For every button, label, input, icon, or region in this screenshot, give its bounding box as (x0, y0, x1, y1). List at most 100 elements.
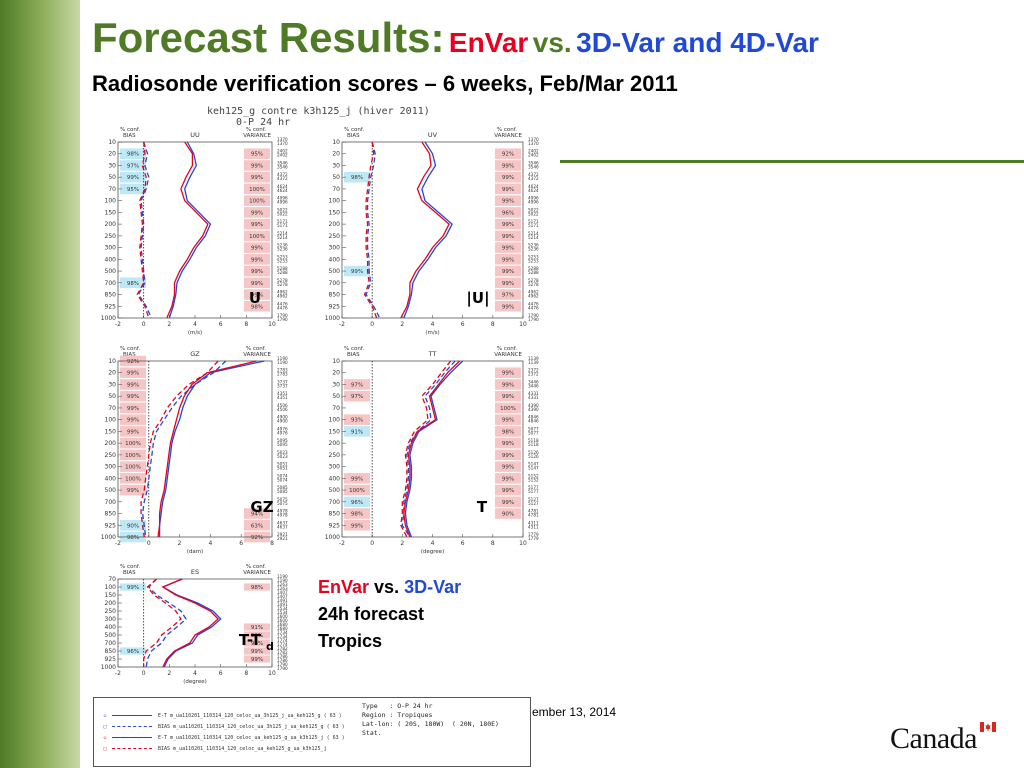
x-tick-label: -2 (339, 540, 345, 547)
obs-count: 3737 (277, 383, 288, 388)
variance-conf-box (244, 183, 270, 195)
y-tick-label: 300 (329, 464, 341, 471)
bias-conf-label: 99% (351, 269, 363, 275)
obs-count: 1491 (277, 602, 288, 607)
bias-conf-box (120, 449, 146, 461)
bias-conf-label: 100% (125, 441, 141, 447)
x-axis-label: (m/s) (425, 330, 439, 336)
series-line (363, 141, 378, 319)
variance-column-subheader: VARIANCE (243, 570, 271, 576)
y-tick-label: 100 (105, 584, 117, 591)
variance-conf-box (244, 639, 270, 647)
obs-count: 3446 (528, 383, 539, 388)
bias-conf-label: 99% (127, 394, 139, 400)
y-tick-label: 30 (332, 381, 340, 388)
variance-conf-box (495, 160, 521, 171)
bias-conf-box (120, 277, 146, 289)
variance-conf-label: 99% (251, 633, 263, 639)
obs-count: 4390 (528, 407, 539, 412)
y-tick-label: 300 (105, 616, 117, 623)
bias-conf-box (120, 148, 146, 160)
series-line (365, 141, 381, 319)
obs-count: 5077 (528, 430, 539, 435)
obs-count: 1786 (277, 654, 288, 659)
obs-count: 4996 (277, 196, 288, 201)
panel-label: T (477, 498, 488, 516)
obs-count: 1370 (528, 137, 539, 142)
variance-conf-box (495, 242, 521, 253)
bias-conf-label: 96% (351, 500, 363, 506)
variance-conf-box (495, 379, 521, 390)
obs-count: 5171 (277, 223, 288, 228)
bias-conf-box (120, 519, 146, 531)
variance-conf-box (495, 437, 521, 449)
variance-conf-label: 91% (251, 625, 263, 631)
variance-conf-box (244, 277, 270, 289)
obs-count: 5278 (277, 282, 288, 287)
title-main: Forecast Results: (92, 14, 445, 61)
obs-count: 5023 (277, 454, 288, 459)
series-line (403, 360, 461, 538)
obs-count: 1790 (528, 317, 539, 322)
series-line (145, 578, 187, 668)
x-tick-label: 0 (370, 540, 374, 547)
variance-conf-label: 99% (502, 257, 514, 263)
obs-count: 1491 (277, 598, 288, 603)
variance-conf-label: 100% (249, 199, 265, 205)
obs-count: 5127 (528, 501, 539, 506)
variance-conf-label: 99% (502, 465, 514, 471)
x-tick-label: 6 (219, 670, 223, 677)
obs-count: 4962 (528, 290, 539, 295)
series-line (157, 360, 257, 538)
y-tick-label: 700 (329, 280, 341, 287)
variance-conf-box (244, 508, 270, 519)
obs-count: 4624 (277, 184, 288, 189)
y-tick-label: 150 (329, 209, 341, 216)
y-tick-label: 70 (332, 405, 340, 412)
panel-title: UV (428, 131, 438, 139)
panel-label: GZ (250, 498, 273, 516)
obs-count: 5022 (528, 211, 539, 216)
variance-conf-box (244, 160, 270, 171)
panel-label: U (249, 289, 261, 307)
variance-column-header: % conf. (246, 564, 266, 570)
obs-count: 4996 (528, 200, 539, 205)
y-tick-label: 700 (105, 499, 117, 506)
obs-count: 4476 (277, 305, 288, 310)
y-tick-label: 500 (329, 268, 341, 275)
obs-count: 1790 (277, 317, 288, 322)
series-line (400, 141, 450, 319)
x-tick-label: -2 (115, 540, 121, 547)
obs-count: 5214 (277, 235, 288, 240)
y-tick-label: 700 (105, 280, 117, 287)
obs-count: 4976 (277, 430, 288, 435)
obs-count: 4311 (528, 520, 539, 525)
x-tick-label: 4 (193, 321, 197, 328)
legend-line-swatch (112, 737, 152, 738)
series-line (136, 141, 150, 319)
y-tick-label: 50 (108, 393, 116, 400)
variance-conf-label: 99% (251, 210, 263, 216)
diamond-marker-icon: ◇ (103, 735, 107, 741)
bias-conf-label: 99% (127, 406, 139, 412)
obs-count: 4846 (528, 419, 539, 424)
y-tick-label: 250 (105, 452, 117, 459)
obs-count: 4476 (528, 301, 539, 306)
variance-conf-box (244, 583, 270, 591)
y-tick-label: 1000 (101, 534, 116, 541)
variance-conf-label: 96% (502, 210, 514, 216)
variance-conf-label: 99% (502, 187, 514, 193)
y-tick-label: 10 (332, 139, 340, 146)
y-tick-label: 20 (108, 151, 116, 158)
bias-conf-box (344, 414, 370, 425)
bias-conf-label: 99% (127, 488, 139, 494)
bias-conf-label: 98% (127, 535, 139, 541)
obs-count: 2402 (528, 149, 539, 154)
obs-count: 4506 (277, 407, 288, 412)
obs-count: 5118 (528, 442, 539, 447)
obs-count: 4372 (528, 176, 539, 181)
obs-count: 2402 (277, 149, 288, 154)
obs-count: 5278 (277, 278, 288, 283)
y-tick-label: 850 (105, 648, 117, 655)
